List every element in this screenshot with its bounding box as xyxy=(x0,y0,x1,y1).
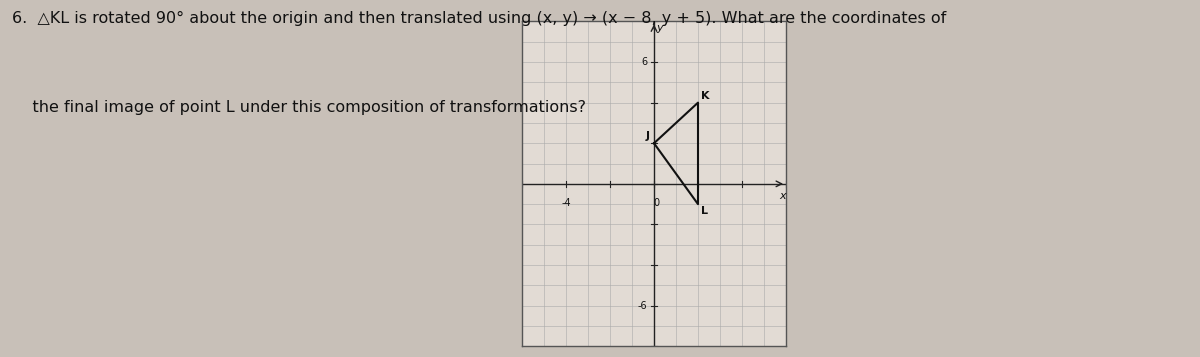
Text: -4: -4 xyxy=(562,198,571,208)
Text: y: y xyxy=(656,22,662,32)
Text: x: x xyxy=(779,191,786,201)
Text: the final image of point L under this composition of transformations?: the final image of point L under this co… xyxy=(12,100,586,115)
Text: 0: 0 xyxy=(653,198,659,208)
Text: K: K xyxy=(701,91,710,101)
Text: 6: 6 xyxy=(641,57,648,67)
Text: -6: -6 xyxy=(637,301,648,311)
Text: 6.  △KL is rotated 90° about the origin and then translated using (x, y) → (x − : 6. △KL is rotated 90° about the origin a… xyxy=(12,11,947,26)
Text: J: J xyxy=(646,131,649,141)
Text: L: L xyxy=(701,206,708,216)
